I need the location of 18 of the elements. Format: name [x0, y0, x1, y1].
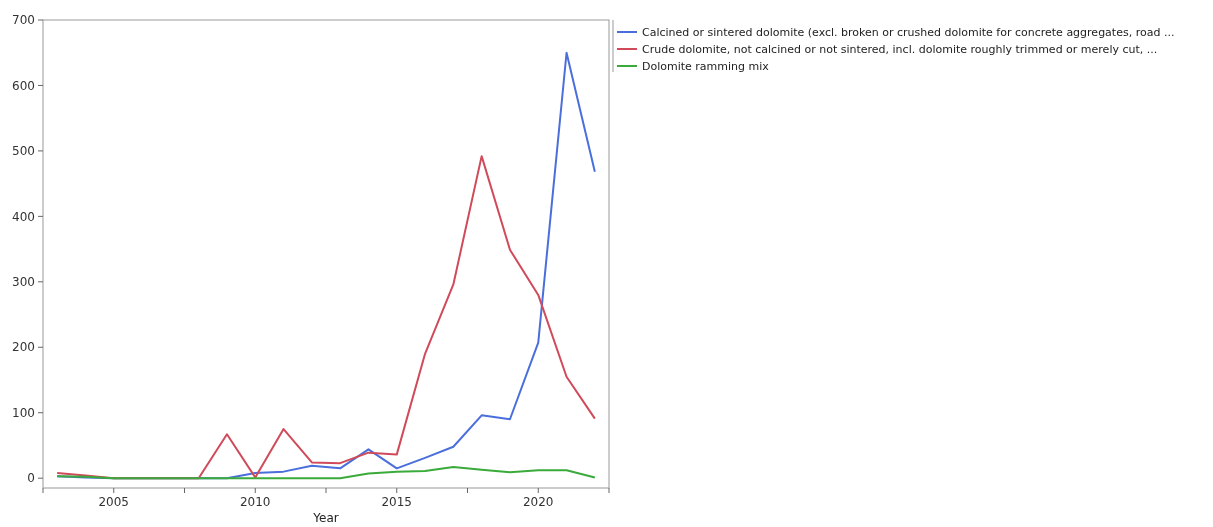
x-tick-label: 2015 [381, 495, 413, 509]
y-tick-label: 0 [27, 471, 35, 486]
y-tick-label: 500 [12, 144, 35, 159]
legend-label: Crude dolomite, not calcined or not sintered, incl. dolomite roughly trimmed or merely cut, ... [642, 42, 1158, 56]
y-tick-label: 300 [12, 275, 35, 290]
x-axis-title: Year [312, 511, 339, 525]
y-tick-label: 200 [12, 340, 35, 355]
line-series [56, 155, 596, 480]
x-tick-label: 2005 [98, 495, 130, 509]
x-tick-label: 2010 [239, 495, 271, 509]
line-series [56, 466, 596, 480]
y-tick-label: 100 [12, 405, 35, 420]
y-tick-label: 600 [12, 78, 35, 93]
y-tick-label: 700 [12, 13, 35, 28]
legend-label: Calcined or sintered dolomite (excl. broken or crushed dolomite for concrete aggregates, road ... [642, 25, 1175, 39]
legend-label: Dolomite ramming mix [642, 59, 770, 73]
x-tick-label: 2020 [522, 495, 554, 509]
y-tick-label: 400 [12, 209, 35, 224]
